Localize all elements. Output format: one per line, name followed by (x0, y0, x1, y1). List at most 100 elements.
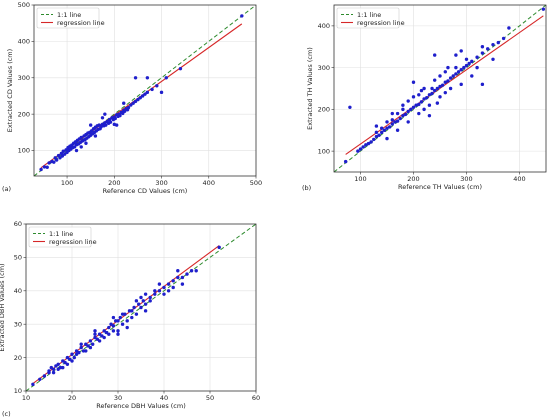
data-point (185, 272, 189, 276)
data-point (411, 95, 416, 99)
data-point (141, 299, 145, 303)
data-point (422, 107, 426, 112)
data-point (438, 95, 442, 99)
data-point (180, 275, 185, 280)
data-point (395, 119, 400, 123)
legend-identity-label: 1:1 line (357, 11, 381, 19)
data-point (475, 55, 479, 59)
data-point (131, 101, 135, 105)
legend-regression-label: regression line (49, 238, 97, 246)
data-point (88, 339, 93, 343)
plot-area (26, 224, 256, 391)
legend-regression-label: regression line (57, 19, 105, 27)
data-point (116, 329, 120, 333)
data-point (380, 130, 384, 135)
panel-label: (c) (2, 410, 11, 418)
y-tick-label: 100 (18, 147, 30, 155)
data-point (39, 167, 43, 172)
data-point (56, 362, 60, 366)
data-point (136, 97, 140, 102)
x-axis-label: Reference TH Values (cm) (398, 183, 482, 191)
data-point (422, 97, 426, 101)
x-tick-label: 400 (513, 175, 525, 183)
data-point (417, 102, 421, 107)
data-point (65, 362, 70, 366)
data-point (133, 76, 138, 80)
data-point (155, 84, 159, 88)
data-point (139, 295, 143, 300)
legend-identity-label: 1:1 line (49, 230, 73, 238)
data-point (454, 72, 458, 76)
data-point (134, 299, 139, 303)
data-point (150, 87, 154, 92)
chart-panel-3: 10 20 30 40 50 60 10 20 30 40 50 60 Reference DBH Va… (0, 220, 260, 418)
data-point (38, 377, 42, 382)
data-point (79, 145, 83, 149)
data-point (369, 140, 373, 144)
data-point (419, 100, 424, 104)
data-point (97, 339, 102, 343)
data-point (364, 143, 368, 147)
data-point (385, 120, 389, 124)
y-tick-label: 60 (14, 220, 22, 228)
y-tick-label: 100 (318, 147, 330, 155)
data-point (74, 148, 79, 153)
data-point (358, 147, 363, 151)
y-tick-label: 50 (14, 254, 22, 262)
y-tick-label: 20 (14, 354, 22, 362)
data-point (134, 312, 139, 316)
x-tick-label: 300 (155, 179, 167, 187)
x-tick-label: 40 (160, 394, 168, 402)
y-tick-label: 10 (14, 387, 22, 395)
data-point (464, 57, 469, 61)
data-point (417, 111, 421, 116)
x-tick-label: 400 (203, 179, 215, 187)
data-point (45, 165, 49, 169)
data-point (143, 302, 148, 306)
data-point (470, 74, 474, 78)
data-point (385, 136, 389, 141)
data-point (91, 342, 95, 346)
plot-area (334, 5, 546, 172)
data-point (84, 141, 88, 145)
data-point (114, 123, 119, 127)
data-point (480, 51, 485, 55)
data-point (438, 84, 442, 89)
x-tick-label: 100 (354, 175, 366, 183)
data-point (446, 79, 450, 83)
x-axis-label: Reference DBH Values (cm) (96, 402, 186, 410)
data-point (162, 292, 166, 296)
data-point (451, 74, 455, 78)
data-point (61, 149, 65, 153)
data-point (459, 68, 463, 72)
data-point (435, 101, 440, 105)
data-point (427, 103, 432, 107)
data-point (411, 105, 416, 109)
x-tick-label: 60 (252, 394, 260, 402)
data-point (166, 289, 171, 293)
data-point (125, 325, 129, 330)
data-point (130, 309, 134, 313)
data-point (148, 295, 152, 300)
y-tick-label: 400 (18, 38, 30, 46)
data-point (440, 83, 445, 87)
data-point (433, 53, 437, 57)
data-point (143, 309, 148, 313)
data-point (374, 130, 379, 135)
data-point (108, 120, 113, 124)
x-tick-label: 10 (22, 394, 30, 402)
data-point (443, 70, 447, 74)
data-point (403, 112, 408, 117)
data-point (111, 324, 116, 328)
data-point (178, 66, 183, 71)
data-point (120, 322, 125, 326)
data-point (72, 355, 77, 360)
data-point (390, 122, 394, 126)
data-point (47, 369, 51, 373)
data-point (70, 359, 74, 363)
data-point (171, 279, 175, 283)
data-point (486, 47, 490, 51)
data-point (433, 78, 437, 82)
